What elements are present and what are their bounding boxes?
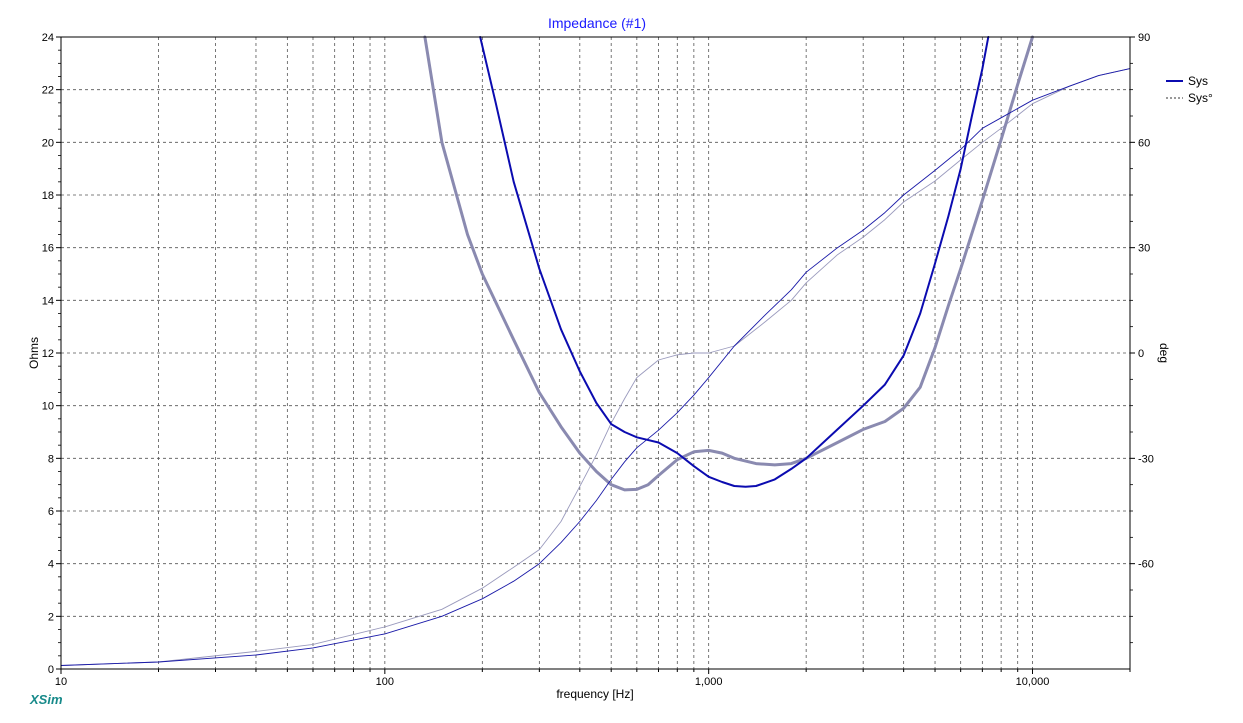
y-tick-label: 12 bbox=[42, 348, 54, 360]
x-tick-label: 10,000 bbox=[1016, 676, 1050, 688]
y2-axis-label: deg bbox=[1157, 343, 1171, 363]
y-tick-label: 8 bbox=[48, 453, 54, 465]
y-tick-label: 10 bbox=[42, 401, 54, 413]
y-tick-label: 20 bbox=[42, 137, 54, 149]
y2-tick-label: 90 bbox=[1138, 32, 1150, 44]
x-tick-label: 10 bbox=[55, 676, 67, 688]
y-tick-label: 6 bbox=[48, 506, 54, 518]
legend-label-sys-phase: Sys° bbox=[1188, 91, 1213, 105]
phase-curve-3 bbox=[60, 68, 1131, 666]
impedance-curve-0 bbox=[479, 36, 990, 488]
y-tick-label: 16 bbox=[42, 243, 54, 255]
impedance-curve-2 bbox=[423, 35, 1034, 492]
x-axis-label: frequency [Hz] bbox=[556, 687, 633, 701]
y2-tick-label: -30 bbox=[1138, 453, 1154, 465]
y-axis-label: Ohms bbox=[27, 337, 41, 369]
x-tick-label: 100 bbox=[376, 676, 394, 688]
grid bbox=[61, 37, 1130, 669]
series-layer bbox=[60, 35, 1131, 666]
y-tick-label: 14 bbox=[42, 295, 54, 307]
y-tick-label: 4 bbox=[48, 559, 54, 571]
legend-label-sys: Sys bbox=[1188, 74, 1208, 88]
y-tick-label: 24 bbox=[42, 32, 54, 44]
y-tick-label: 0 bbox=[48, 664, 54, 676]
x-tick-label: 1,000 bbox=[695, 676, 723, 688]
y2-tick-label: 0 bbox=[1138, 348, 1144, 360]
y2-tick-label: 30 bbox=[1138, 243, 1150, 255]
y-tick-label: 18 bbox=[42, 190, 54, 202]
y-tick-label: 2 bbox=[48, 611, 54, 623]
xsim-brand: XSim bbox=[29, 692, 63, 707]
chart-title: Impedance (#1) bbox=[548, 15, 646, 31]
phase-curve-1 bbox=[60, 68, 1131, 666]
y2-tick-label: -60 bbox=[1138, 559, 1154, 571]
y2-tick-label: 60 bbox=[1138, 137, 1150, 149]
y-tick-label: 22 bbox=[42, 85, 54, 97]
legend: Sys Sys° bbox=[1166, 74, 1213, 105]
